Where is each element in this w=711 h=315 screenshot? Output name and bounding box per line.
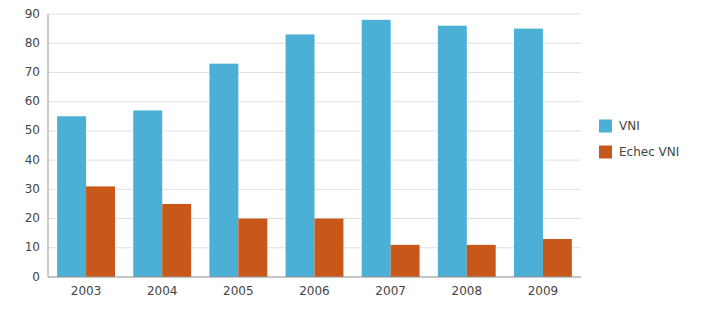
y-tick-label: 70 [25, 65, 40, 79]
chart-container: 0102030405060708090200320042005200620072… [0, 0, 711, 315]
y-tick-label: 60 [25, 94, 40, 108]
y-tick-label: 40 [25, 153, 40, 167]
x-tick-label: 2003 [71, 284, 102, 298]
x-axis-line [48, 277, 581, 278]
bar [315, 219, 344, 277]
y-axis-line [48, 14, 49, 277]
bar [57, 116, 86, 277]
y-tick-label: 90 [25, 7, 40, 21]
legend-label: VNI [619, 119, 640, 133]
y-tick-label: 0 [32, 270, 40, 284]
bar [209, 64, 238, 277]
bar [391, 245, 420, 277]
y-tick-label: 20 [25, 211, 40, 225]
bar [362, 20, 391, 277]
grid-line [48, 14, 581, 15]
bar [438, 26, 467, 277]
series [86, 186, 572, 277]
series [57, 20, 543, 277]
y-tick-label: 80 [25, 36, 40, 50]
chart-svg: 0102030405060708090200320042005200620072… [0, 0, 711, 315]
bar [467, 245, 496, 277]
x-tick-label: 2004 [147, 284, 178, 298]
legend-swatch [599, 120, 612, 133]
x-tick-label: 2009 [528, 284, 559, 298]
x-tick-label: 2005 [223, 284, 254, 298]
y-tick-label: 10 [25, 240, 40, 254]
grid-line [48, 277, 581, 278]
bar [514, 29, 543, 277]
bar [238, 219, 267, 277]
y-tick-label: 50 [25, 123, 40, 137]
x-tick-label: 2006 [299, 284, 330, 298]
x-tick-label: 2007 [375, 284, 406, 298]
bar [162, 204, 191, 277]
bar [543, 239, 572, 277]
x-tick-label: 2008 [452, 284, 483, 298]
x-axis: 2003 2004 2005 2006 2007 2008 2009 [71, 284, 558, 298]
legend-swatch [599, 146, 612, 159]
bar [86, 186, 115, 277]
bar [286, 34, 315, 277]
y-tick-label: 30 [25, 182, 40, 196]
legend: VNI Echec VNI [599, 119, 679, 159]
legend-label: Echec VNI [619, 145, 679, 159]
bar [133, 110, 162, 277]
y-axis: 0 10 20 30 40 50 60 70 80 90 [25, 7, 581, 284]
bars [57, 20, 572, 277]
